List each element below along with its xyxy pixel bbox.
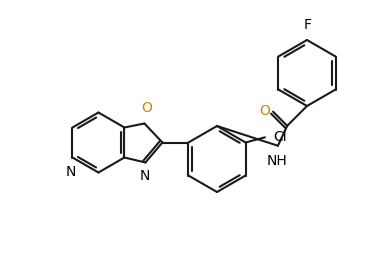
Text: N: N (139, 169, 150, 183)
Text: N: N (65, 164, 76, 179)
Text: F: F (304, 18, 312, 32)
Text: O: O (260, 104, 271, 118)
Text: NH: NH (266, 154, 287, 168)
Text: Cl: Cl (273, 130, 286, 144)
Text: O: O (141, 102, 152, 115)
